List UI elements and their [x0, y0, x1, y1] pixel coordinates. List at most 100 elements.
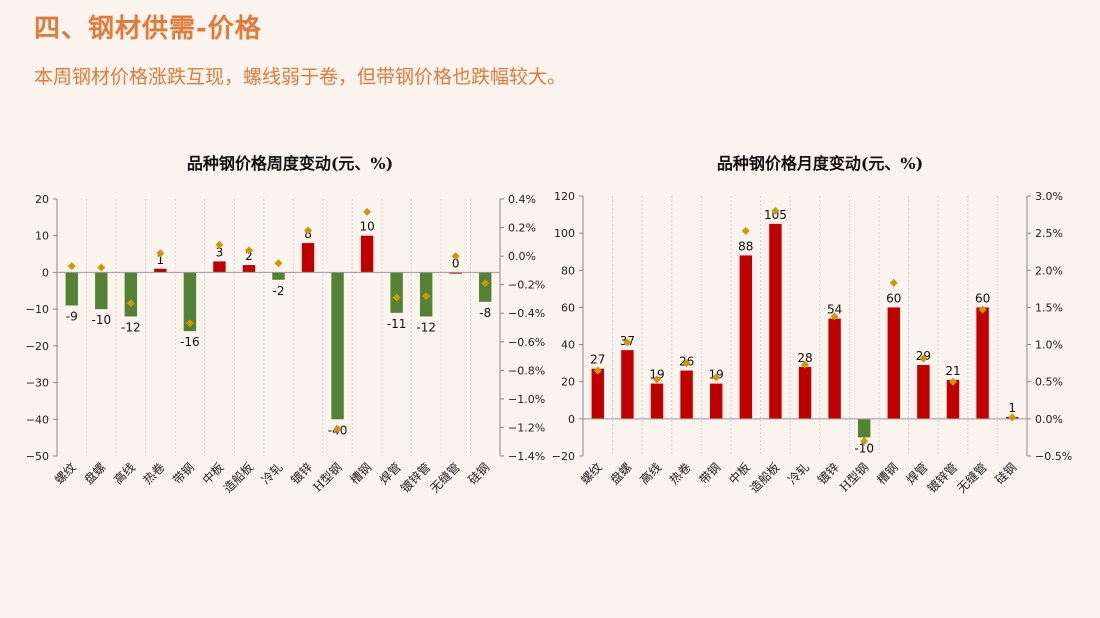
data-label: -10: [854, 441, 874, 455]
y-tick-label: 0: [42, 266, 49, 279]
y2-tick-label: −0.4%: [508, 307, 545, 320]
pct-marker: [185, 319, 194, 328]
bar: [124, 272, 138, 317]
data-label: 3: [216, 245, 224, 259]
bar: [65, 272, 78, 306]
bar: [709, 383, 723, 419]
category-label: 镀锌管: [924, 460, 960, 496]
pct-marker: [422, 292, 431, 301]
bar: [798, 366, 812, 419]
y-tick-label: 120: [554, 190, 575, 203]
pct-marker: [481, 279, 490, 288]
pct-marker: [623, 338, 632, 347]
category-label: 高线: [637, 460, 665, 488]
y-tick-label: −10: [26, 303, 49, 316]
y-tick-label: −50: [26, 450, 49, 463]
bar: [591, 368, 605, 419]
pct-marker: [949, 377, 957, 386]
y2-tick-label: 0.5%: [1035, 376, 1063, 389]
y2-tick-label: −1.2%: [508, 421, 545, 434]
y-tick-label: 100: [554, 227, 575, 240]
pct-marker: [919, 354, 928, 363]
bar: [449, 272, 462, 274]
data-label: 10: [359, 220, 374, 234]
page-subtitle: 本周钢材价格涨跌互现，螺线弱于卷，但带钢价格也跌幅较大。: [34, 66, 567, 88]
y2-tick-label: 1.5%: [1035, 301, 1063, 314]
category-label: 热卷: [666, 460, 694, 488]
bar: [213, 261, 226, 273]
y2-tick-label: −0.8%: [508, 364, 545, 377]
bar: [857, 418, 871, 438]
pct-marker: [333, 424, 342, 433]
bar: [769, 223, 782, 419]
bar: [272, 272, 285, 280]
bar: [301, 243, 315, 273]
y2-tick-label: −1.4%: [508, 450, 545, 463]
data-label: 60: [886, 291, 901, 305]
data-label: 27: [590, 353, 605, 367]
y2-tick-label: 1.0%: [1035, 339, 1063, 352]
category-label: 带钢: [696, 460, 723, 487]
bar: [183, 272, 197, 332]
bar: [95, 272, 108, 310]
category-label: 盘螺: [607, 460, 635, 488]
monthly-chart-title: 品种钢价格月度变动(元、%): [716, 154, 924, 173]
y2-tick-label: −0.2%: [508, 279, 545, 292]
bar: [154, 268, 167, 273]
pct-marker: [978, 305, 987, 314]
y-tick-label: −40: [26, 413, 49, 426]
bar: [680, 370, 693, 419]
data-label: -2: [273, 284, 285, 298]
y-tick-label: 80: [561, 264, 575, 277]
pct-marker: [1008, 413, 1017, 422]
bar: [360, 235, 374, 273]
pct-marker: [156, 249, 165, 258]
data-label: 28: [797, 351, 812, 365]
data-label: -8: [479, 306, 491, 320]
y2-tick-label: 0.0%: [1035, 413, 1063, 426]
category-label: 螺纹: [578, 460, 605, 487]
bar: [917, 365, 930, 419]
y2-tick-label: 2.0%: [1035, 264, 1063, 277]
data-label: 88: [738, 239, 753, 253]
pct-marker: [274, 259, 283, 268]
y-tick-label: 20: [561, 376, 575, 389]
bar: [976, 307, 989, 419]
y-tick-label: −30: [26, 377, 49, 390]
data-label: -11: [387, 317, 407, 331]
bar: [390, 272, 403, 313]
data-label: 1: [1008, 401, 1016, 415]
y-tick-label: 10: [35, 230, 49, 243]
bar: [621, 350, 634, 419]
y2-tick-label: 3.0%: [1035, 190, 1063, 203]
y-tick-label: −20: [26, 340, 49, 353]
data-label: -12: [416, 320, 436, 334]
pct-marker: [593, 366, 602, 375]
data-label: -16: [180, 335, 200, 349]
bar: [828, 318, 841, 419]
data-label: -12: [121, 320, 141, 334]
pct-marker: [653, 375, 661, 384]
data-label: -9: [66, 309, 78, 323]
pct-marker: [741, 226, 750, 235]
category-label: 槽钢: [874, 460, 901, 487]
category-label: H型钢: [837, 460, 871, 494]
data-label: 1: [157, 253, 165, 267]
y-tick-label: −20: [552, 450, 575, 463]
pct-marker: [67, 262, 76, 271]
y2-tick-label: −0.6%: [508, 336, 545, 349]
bar: [946, 379, 960, 419]
pct-marker: [97, 263, 106, 272]
y-tick-label: 20: [35, 193, 49, 206]
pct-marker: [126, 299, 135, 308]
bar: [242, 265, 256, 273]
y2-tick-label: −1.0%: [508, 393, 545, 406]
category-label: 造船板: [747, 460, 782, 495]
y2-tick-label: 0.2%: [508, 222, 536, 235]
bar: [887, 307, 901, 419]
data-label: 19: [649, 368, 664, 382]
pct-marker: [304, 226, 313, 235]
pct-marker: [363, 207, 372, 216]
